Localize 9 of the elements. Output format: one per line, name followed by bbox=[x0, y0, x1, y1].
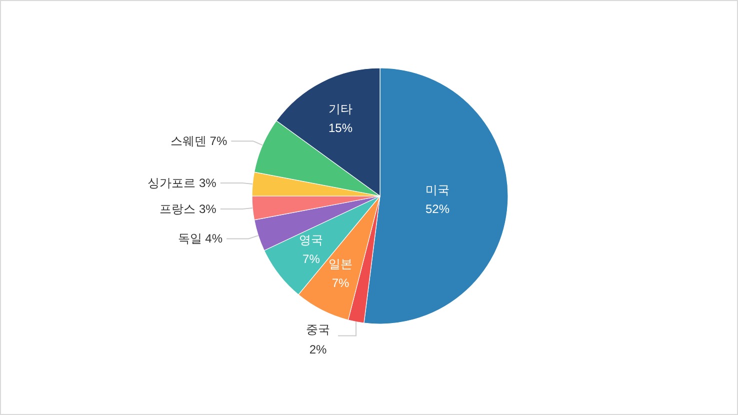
label: 독일 4% bbox=[178, 232, 223, 246]
label: 일본 7% bbox=[328, 257, 352, 290]
label: 프랑스 3% bbox=[160, 202, 216, 216]
label: 영국 7% bbox=[299, 232, 324, 266]
label: 기타 15% bbox=[328, 102, 352, 135]
label: 중국 2% bbox=[306, 322, 330, 357]
label: 싱가포르 3% bbox=[148, 176, 216, 190]
label: 스웨덴 7% bbox=[170, 134, 228, 148]
label: 미국 52% bbox=[425, 183, 450, 216]
